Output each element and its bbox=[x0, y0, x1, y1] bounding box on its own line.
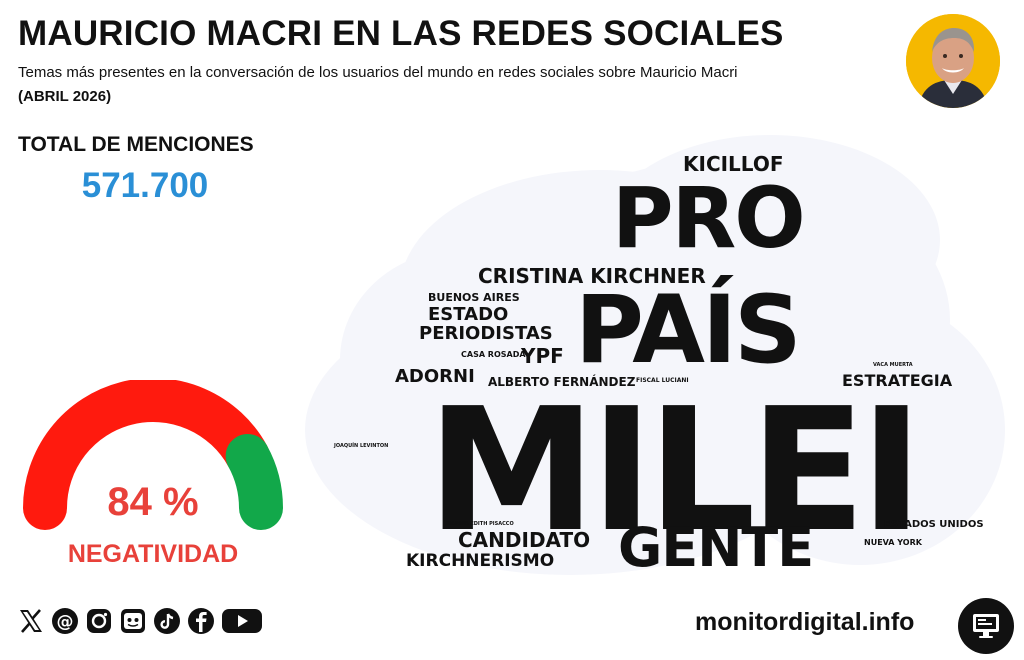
word-gente: GENTE bbox=[618, 516, 814, 579]
word-adorni: ADORNI bbox=[395, 366, 475, 387]
avatar bbox=[906, 14, 1000, 108]
word-buenos-aires: BUENOS AIRES bbox=[428, 291, 520, 304]
word-milei: MILEI bbox=[427, 372, 923, 570]
svg-text:@: @ bbox=[57, 612, 74, 632]
word-nueva-york: NUEVA YORK bbox=[864, 538, 922, 547]
word-candidato: CANDIDATO bbox=[458, 528, 591, 552]
word-kicillof: KICILLOF bbox=[683, 152, 784, 176]
word-marina-edith-pisacco: MARINA EDITH PISACCO bbox=[446, 521, 514, 527]
portrait-icon bbox=[906, 14, 1000, 108]
gauge-positive-arc bbox=[225, 433, 283, 530]
page-subtitle: Temas más presentes en la conversación d… bbox=[18, 64, 738, 81]
word-joaquin-levinton: JOAQUÍN LEVINTON bbox=[334, 443, 389, 449]
word-periodistas: PERIODISTAS bbox=[419, 323, 553, 344]
negativity-percent: 84 % bbox=[107, 480, 199, 524]
instagram-icon[interactable] bbox=[84, 606, 114, 636]
gauge-negative-arc bbox=[23, 380, 270, 530]
word-ypf: YPF bbox=[521, 344, 564, 368]
kick-icon[interactable] bbox=[118, 606, 148, 636]
word-kirchnerismo: KIRCHNERISMO bbox=[406, 551, 555, 571]
word-alberto-fernandez: ALBERTO FERNÁNDEZ bbox=[488, 375, 636, 389]
word-estrategia: ESTRATEGIA bbox=[842, 371, 953, 390]
monitor-logo-icon bbox=[958, 598, 1014, 654]
word-estado: ESTADO bbox=[428, 304, 509, 325]
word-estados-unidos: ESTADOS UNIDOS bbox=[884, 519, 984, 530]
total-mentions-value: 571.700 bbox=[81, 166, 209, 205]
site-url[interactable]: monitordigital.info bbox=[695, 608, 915, 636]
negativity-label: NEGATIVIDAD bbox=[67, 540, 239, 568]
word-pro: PRO bbox=[612, 169, 806, 267]
facebook-icon[interactable] bbox=[186, 606, 216, 636]
negativity-gauge bbox=[23, 380, 283, 530]
tiktok-icon[interactable] bbox=[152, 606, 182, 636]
report-period: (ABRIL 2026) bbox=[18, 88, 112, 105]
threads-icon[interactable]: @ bbox=[50, 606, 80, 636]
cloud-background bbox=[305, 135, 1005, 575]
total-mentions-label: TOTAL DE MENCIONES bbox=[18, 133, 254, 156]
page-title: MAURICIO MACRI EN LAS REDES SOCIALES bbox=[18, 14, 784, 53]
word-fiscal-luciani: FISCAL LUCIANI bbox=[636, 377, 689, 384]
word-vaca-muerta: VACA MUERTA bbox=[873, 362, 913, 368]
social-links: @ bbox=[16, 606, 264, 636]
word-cristina-kirchner: CRISTINA KIRCHNER bbox=[478, 264, 706, 288]
word-pais: PAÍS bbox=[575, 276, 802, 385]
word-casa-rosada: CASA ROSADA bbox=[461, 350, 526, 359]
x-icon[interactable] bbox=[16, 606, 46, 636]
youtube-icon[interactable] bbox=[220, 606, 264, 636]
